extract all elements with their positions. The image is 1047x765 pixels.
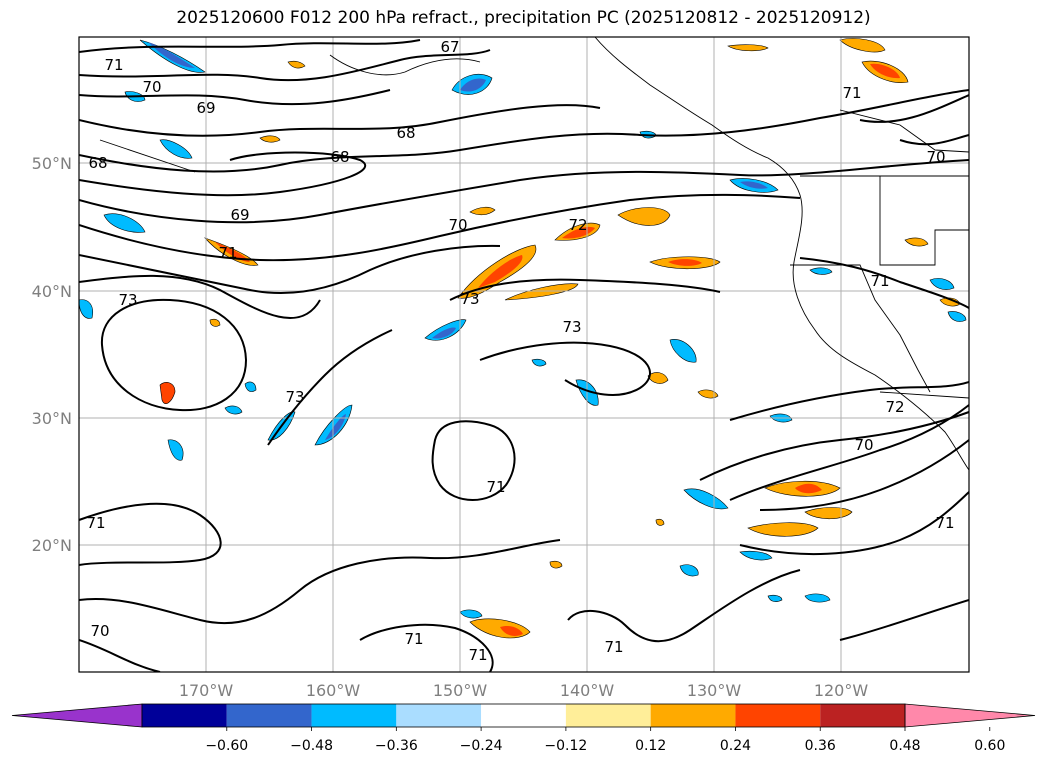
colorbar-segment: [311, 704, 397, 727]
contour-label: 71: [935, 514, 954, 532]
colorbar-segment: [650, 704, 736, 727]
colorbar-segment: [396, 704, 482, 727]
contour-label: 71: [604, 638, 623, 656]
colorbar-segment: [142, 704, 227, 727]
map-frame: [78, 36, 970, 673]
contour-label: 69: [196, 99, 215, 117]
colorbar-tick-label: −0.60: [205, 738, 248, 754]
contour-label: 71: [86, 514, 105, 532]
colorbar-segment: [226, 704, 312, 727]
contour-label: 70: [142, 78, 161, 96]
contour-label: 71: [404, 630, 423, 648]
contour-label: 71: [218, 244, 237, 262]
contour-label: 71: [468, 646, 487, 664]
colorbar-tick-label: 0.60: [974, 738, 1005, 754]
contour-label: 71: [842, 84, 861, 102]
colorbar-segment: [820, 704, 905, 727]
contour-label: 70: [448, 216, 467, 234]
lon-label-150w: 150°W: [433, 681, 488, 700]
colorbar-outline: [141, 703, 906, 728]
contour-label: 71: [104, 56, 123, 74]
contour-label: 68: [88, 154, 107, 172]
contour-label: 68: [396, 124, 415, 142]
latitude-labels: 50°N 40°N 30°N 20°N: [32, 154, 72, 555]
colorbar-segment: [565, 704, 651, 727]
lon-label-140w: 140°W: [560, 681, 615, 700]
contour-label: 73: [285, 388, 304, 406]
colorbar-tick-label: −0.12: [544, 738, 587, 754]
contour-label: 73: [118, 291, 137, 309]
colorbar-ticks: −0.60 −0.48 −0.36 −0.24 −0.12 0.12 0.24 0.36 0.4…: [205, 727, 1005, 754]
lat-label-50n: 50°N: [32, 154, 72, 173]
map-plot-area: 71 70 69 68 67 68 68 69 70 71 72 73 73 7…: [79, 37, 969, 672]
lon-label-130w: 130°W: [687, 681, 742, 700]
contour-label: 71: [486, 478, 505, 496]
colorbar-tick-label: −0.36: [375, 738, 418, 754]
contour-label: 70: [926, 148, 945, 166]
lon-label-120w: 120°W: [814, 681, 869, 700]
contour-label: 69: [230, 206, 249, 224]
contour-label: 73: [562, 318, 581, 336]
contour-label: 68: [330, 148, 349, 166]
longitude-labels: 170°W 160°W 150°W 140°W 130°W 120°W: [179, 681, 869, 700]
contour-label: 72: [568, 216, 587, 234]
lat-label-20n: 20°N: [32, 536, 72, 555]
colorbar-tick-label: 0.24: [720, 738, 751, 754]
colorbar-tick-label: −0.24: [460, 738, 503, 754]
colorbar-extend-high: [904, 703, 1036, 728]
colorbar-tick-label: 0.12: [635, 738, 666, 754]
contour-label: 70: [854, 436, 873, 454]
contour-label: 70: [90, 622, 109, 640]
colorbar-tick-label: 0.48: [889, 738, 920, 754]
colorbar-boxes: [11, 703, 1036, 728]
refractivity-contours: [79, 39, 969, 672]
colorbar-segment: [481, 704, 566, 727]
lon-label-170w: 170°W: [179, 681, 234, 700]
lat-label-40n: 40°N: [32, 282, 72, 301]
contour-label: 73: [460, 290, 479, 308]
contour-label: 72: [885, 398, 904, 416]
colorbar-tick-label: −0.48: [290, 738, 333, 754]
colorbar-tick-label: 0.36: [805, 738, 836, 754]
lat-label-30n: 30°N: [32, 409, 72, 428]
map-grid-lines: [79, 37, 969, 672]
map-title: 2025120600 F012 200 hPa refract., precip…: [176, 8, 871, 28]
colorbar: −0.60 −0.48 −0.36 −0.24 −0.12 0.12 0.24 0.36 0.4…: [11, 703, 1036, 754]
contour-labels: 71 70 69 68 67 68 68 69 70 71 72 73 73 7…: [86, 38, 954, 664]
lon-label-160w: 160°W: [306, 681, 361, 700]
contour-label: 67: [440, 38, 459, 56]
colorbar-segment: [735, 704, 821, 727]
contour-label: 71: [870, 272, 889, 290]
colorbar-extend-low: [11, 703, 143, 728]
